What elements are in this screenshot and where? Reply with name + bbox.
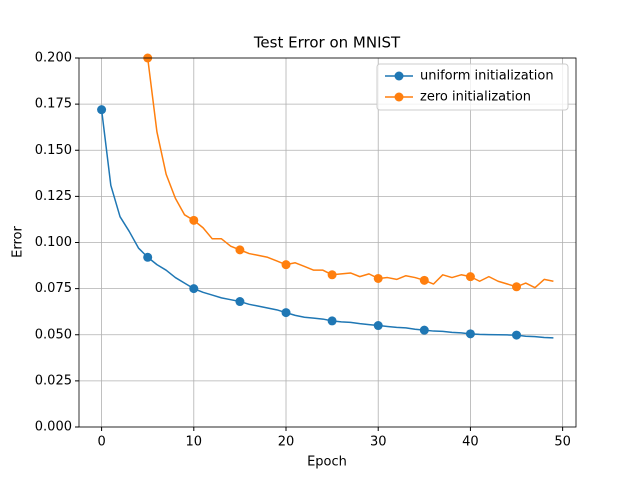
legend: uniform initialization zero initializatio… xyxy=(376,63,569,111)
data-point xyxy=(189,215,199,225)
x-tick-label: 0 xyxy=(97,435,105,450)
data-point xyxy=(512,330,522,340)
y-tick-label: 0.075 xyxy=(35,281,72,296)
chart-title: Test Error on MNIST xyxy=(253,34,401,52)
data-point xyxy=(373,273,383,283)
y-tick-label: 0.125 xyxy=(35,189,72,204)
legend-label: zero initialization xyxy=(420,90,531,105)
data-point xyxy=(189,284,199,294)
x-tick-label: 20 xyxy=(278,435,295,450)
y-tick-label: 0.200 xyxy=(35,51,72,66)
y-tick-label: 0.025 xyxy=(35,373,72,388)
x-axis-label: Epoch xyxy=(307,455,347,470)
data-point xyxy=(281,260,291,270)
data-point xyxy=(143,252,153,262)
data-point xyxy=(235,297,245,307)
series-line xyxy=(146,58,554,289)
data-point xyxy=(512,282,522,292)
legend-box xyxy=(376,63,569,111)
y-tick-label: 0.175 xyxy=(35,97,72,112)
y-tick-label: 0.150 xyxy=(35,143,72,158)
data-point xyxy=(465,272,475,282)
series-line xyxy=(100,109,554,339)
data-point xyxy=(327,316,337,326)
y-tick-label: 0.100 xyxy=(35,235,72,250)
data-point xyxy=(235,245,245,255)
y-axis-label: Error xyxy=(11,226,26,258)
ticks: 0 10 20 30 40 50 0.000 0.025 0.050 0.075 0.100 0.12… xyxy=(35,51,571,450)
legend-marker xyxy=(394,71,404,81)
x-tick-label: 30 xyxy=(370,435,387,450)
x-tick-label: 10 xyxy=(186,435,203,450)
legend-marker xyxy=(394,92,404,102)
data-point xyxy=(373,321,383,331)
plot-markers xyxy=(97,53,522,340)
data-point xyxy=(97,105,107,115)
data-point xyxy=(465,329,475,339)
data-point xyxy=(281,308,291,318)
x-tick-label: 50 xyxy=(554,435,571,450)
y-tick-label: 0.050 xyxy=(35,327,72,342)
data-point xyxy=(419,275,429,285)
y-tick-label: 0.000 xyxy=(35,420,72,435)
plot-lines xyxy=(100,58,554,339)
x-tick-label: 40 xyxy=(462,435,479,450)
data-point xyxy=(419,325,429,335)
data-point xyxy=(327,270,337,280)
legend-label: uniform initialization xyxy=(420,69,554,84)
